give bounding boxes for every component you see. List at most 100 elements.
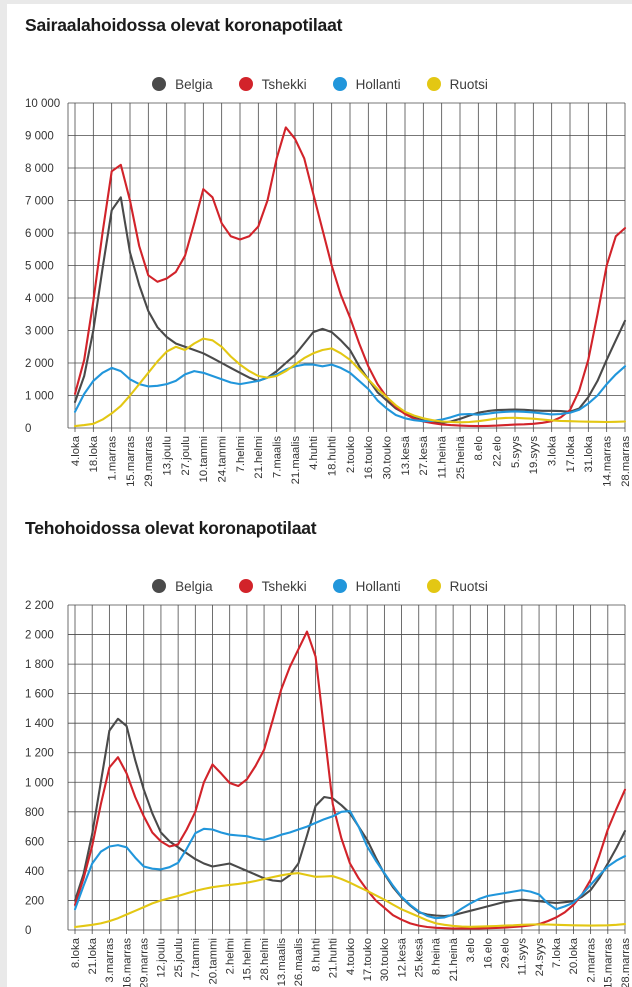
chart-0-plot: 10 000 9 000 8 000 7 000 6 000 5 000 4 000 3 00… bbox=[25, 98, 632, 487]
top-margin-strip bbox=[0, 0, 632, 4]
legend-label: Belgia bbox=[175, 578, 213, 594]
x-axis-label: 29.marras bbox=[139, 938, 151, 987]
series-line-ruotsi bbox=[73, 337, 627, 428]
hospital-chart-title: Sairaalahoidossa olevat koronapotilaat bbox=[25, 15, 343, 35]
series-line-hollanti bbox=[73, 363, 627, 423]
x-axis-label: 2.helmi bbox=[224, 938, 236, 974]
x-axis-label: 20.loka bbox=[568, 937, 580, 974]
x-axis-label: 15.helmi bbox=[242, 938, 254, 981]
x-axis-label: 15.marras bbox=[125, 436, 137, 487]
x-axis-label: 21.huhti bbox=[328, 938, 340, 978]
series-line-belgia bbox=[73, 196, 627, 424]
x-axis-label: 17.touko bbox=[362, 938, 374, 981]
series-line-tshekki bbox=[73, 126, 627, 428]
y-axis-label: 7 000 bbox=[25, 196, 54, 208]
legend-item-hollanti: Hollanti bbox=[332, 578, 401, 594]
legend-item-ruotsi: Ruotsi bbox=[426, 77, 488, 92]
y-axis-label: 400 bbox=[25, 866, 44, 878]
y-axis-label: 3 000 bbox=[25, 326, 54, 338]
x-axis-label: 25.kesä bbox=[414, 937, 426, 977]
x-axis-label: 13.kesä bbox=[400, 435, 412, 475]
x-axis-label: 29.marras bbox=[143, 436, 155, 487]
legend-label: Hollanti bbox=[355, 578, 401, 594]
series-line-belgia bbox=[73, 717, 627, 918]
legend-item-tshekki: Tshekki bbox=[238, 76, 307, 92]
x-axis-label: 3.elo bbox=[465, 938, 477, 963]
ruotsi-color-dot-icon bbox=[426, 579, 441, 593]
x-axis-label: 19.syys bbox=[528, 436, 540, 475]
legend-item-hollanti: Hollanti bbox=[332, 76, 401, 92]
ruotsi-color-dot-icon bbox=[426, 77, 441, 91]
x-axis-label: 17.loka bbox=[565, 435, 577, 472]
x-axis-label: 21.maalis bbox=[290, 436, 302, 485]
y-axis-label: 5 000 bbox=[25, 261, 54, 273]
x-axis-label: 22.elo bbox=[491, 436, 503, 467]
x-axis-label: 7.tammi bbox=[190, 938, 202, 978]
x-axis-label: 21.helmi bbox=[253, 436, 265, 479]
legend-label: Ruotsi bbox=[449, 578, 488, 594]
x-axis-label: 28.marras bbox=[620, 436, 632, 487]
y-axis-label: 800 bbox=[25, 807, 44, 819]
tshekki-color-dot-icon bbox=[238, 77, 253, 91]
x-axis-label: 29.elo bbox=[499, 938, 511, 969]
y-axis-label: 0 bbox=[25, 925, 31, 937]
x-axis-label: 4.touko bbox=[345, 938, 357, 975]
x-axis-label: 7.helmi bbox=[235, 436, 247, 472]
legend-label: Tshekki bbox=[261, 578, 307, 594]
legend-label: Hollanti bbox=[355, 76, 401, 92]
legend-item-ruotsi: Ruotsi bbox=[426, 578, 488, 594]
x-axis-label: 27.joulu bbox=[180, 436, 192, 476]
x-axis-label: 11.syys bbox=[517, 938, 529, 976]
y-axis-label: 600 bbox=[25, 836, 44, 848]
series-line-ruotsi bbox=[73, 872, 627, 929]
chart-1-plot: 2 200 2 000 1 800 1 600 1 400 1 200 1 000 800 60… bbox=[25, 600, 632, 987]
x-axis-label: 12.joulu bbox=[156, 938, 168, 978]
x-axis-label: 4.loka bbox=[70, 435, 82, 466]
x-axis-label: 30.touko bbox=[381, 436, 393, 479]
x-axis-label: 25.heinä bbox=[455, 435, 467, 479]
x-axis-label: 24.syys bbox=[534, 938, 546, 977]
y-axis-label: 0 bbox=[25, 423, 31, 435]
y-axis-label: 200 bbox=[25, 895, 44, 907]
y-axis-label: 6 000 bbox=[25, 228, 54, 240]
left-margin-strip bbox=[0, 0, 7, 987]
x-axis-label: 15.marras bbox=[603, 938, 615, 987]
x-axis-label: 4.huhti bbox=[308, 436, 320, 470]
series-line-hollanti bbox=[73, 810, 627, 920]
y-axis-label: 2 200 bbox=[25, 600, 54, 612]
legend-label: Tshekki bbox=[261, 76, 307, 92]
x-axis-label: 21.loka bbox=[87, 937, 99, 974]
x-axis-label: 8.loka bbox=[70, 937, 82, 968]
x-axis-label: 10.tammi bbox=[198, 436, 210, 482]
x-axis-label: 7.loka bbox=[551, 937, 563, 968]
y-axis-label: 10 000 bbox=[25, 98, 60, 110]
y-axis-label: 1 000 bbox=[25, 777, 54, 789]
x-axis-label: 1.marras bbox=[106, 436, 118, 481]
x-axis-label: 21.heinä bbox=[448, 937, 460, 981]
hollanti-color-dot-icon bbox=[332, 77, 347, 91]
x-axis-label: 7.maalis bbox=[271, 436, 283, 478]
x-axis-label: 13.maalis bbox=[276, 938, 288, 987]
y-grid-and-labels: 2 200 2 000 1 800 1 600 1 400 1 200 1 000 800 60… bbox=[25, 600, 625, 937]
y-axis-label: 2 000 bbox=[25, 358, 54, 370]
x-axis-label: 2.touko bbox=[345, 436, 357, 473]
x-axis-label: 8.heinä bbox=[431, 937, 443, 975]
x-axis-label: 12.kesä bbox=[396, 937, 408, 977]
x-axis-label: 11.heinä bbox=[436, 435, 448, 478]
y-grid-and-labels: 10 000 9 000 8 000 7 000 6 000 5 000 4 000 3 00… bbox=[25, 98, 625, 435]
y-axis-label: 2 000 bbox=[25, 630, 54, 642]
icu-chart-title: Tehohoidossa olevat koronapotilaat bbox=[25, 518, 317, 538]
x-axis-label: 31.loka bbox=[583, 435, 595, 472]
icu-chart-legend: Belgia Tshekki Hollanti Ruotsi bbox=[40, 576, 600, 596]
x-axis-label: 28.marras bbox=[620, 938, 632, 987]
belgia-color-dot-icon bbox=[152, 77, 167, 91]
x-axis-label: 20.tammi bbox=[207, 938, 219, 984]
y-axis-label: 1 200 bbox=[25, 748, 54, 760]
belgia-color-dot-icon bbox=[152, 579, 167, 593]
x-grid-and-labels: 4.loka 18.loka 1.marras 15.marras 29.marras 1… bbox=[67, 103, 632, 487]
x-axis-label: 16.touko bbox=[363, 436, 375, 479]
tshekki-color-dot-icon bbox=[238, 579, 253, 593]
x-axis-label: 5.syys bbox=[510, 436, 522, 468]
x-axis-label: 26.maalis bbox=[293, 938, 305, 987]
